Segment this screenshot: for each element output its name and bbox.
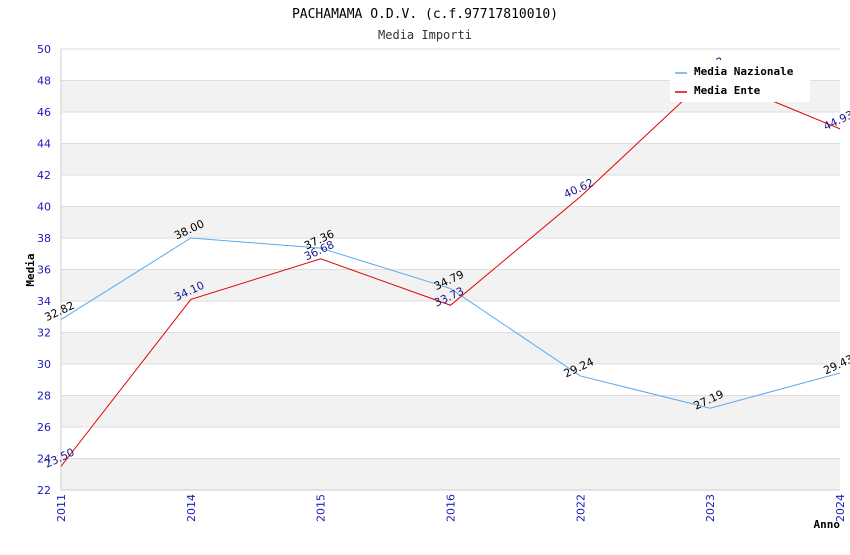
y-tick-label: 24 (37, 453, 51, 466)
x-tick-labels: 2011 2014 2015 2016 2022 2023 2024 (55, 494, 847, 522)
series-line-media-nazionale (60, 237, 841, 409)
chart-subtitle: Media Importi (378, 28, 472, 42)
grid-band (61, 143, 840, 175)
x-tick-label: 2016 (445, 494, 458, 522)
x-tick-label: 2024 (834, 494, 847, 522)
grid-bands (61, 49, 840, 490)
grid-band (61, 364, 840, 396)
y-tick-label: 28 (37, 390, 51, 403)
legend-label-media-nazionale: Media Nazionale (694, 65, 794, 78)
y-tick-label: 38 (37, 232, 51, 245)
y-tick-labels: 22 24 26 28 30 32 34 36 38 40 42 44 46 48 50 (37, 43, 51, 497)
y-tick-label: 48 (37, 75, 51, 88)
legend: Media Nazionale Media Ente (670, 60, 810, 102)
y-tick-label: 44 (37, 138, 51, 151)
x-tick-label: 2011 (55, 494, 68, 522)
x-tick-label: 2022 (574, 494, 587, 522)
x-tick-label: 2023 (704, 494, 717, 522)
y-tick-label: 26 (37, 421, 51, 434)
grid-band (61, 269, 840, 301)
grid-band (61, 301, 840, 333)
y-tick-label: 42 (37, 169, 51, 182)
y-tick-label: 34 (37, 295, 51, 308)
grid-band (61, 206, 840, 238)
legend-label-media-ente: Media Ente (694, 84, 761, 97)
y-tick-label: 40 (37, 201, 51, 214)
y-axis-title: Media (24, 253, 37, 286)
x-tick-label: 2014 (185, 494, 198, 522)
y-tick-label: 50 (37, 43, 51, 56)
grid-band (61, 175, 840, 207)
y-tick-label: 32 (37, 327, 51, 340)
chart-title: PACHAMAMA O.D.V. (c.f.97717810010) (292, 7, 558, 22)
y-tick-label: 22 (37, 484, 51, 497)
y-tick-label: 30 (37, 358, 51, 371)
y-tick-label: 46 (37, 106, 51, 119)
grid-band (61, 395, 840, 427)
grid-band (61, 458, 840, 490)
grid-band (61, 427, 840, 459)
legend-box (670, 60, 810, 102)
x-tick-label: 2015 (315, 494, 328, 522)
y-tick-label: 36 (37, 264, 51, 277)
x-axis-title: Anno (814, 518, 841, 531)
grid-band (61, 332, 840, 364)
grid-band (61, 238, 840, 270)
grid-band (61, 112, 840, 144)
gridlines (61, 48, 840, 491)
